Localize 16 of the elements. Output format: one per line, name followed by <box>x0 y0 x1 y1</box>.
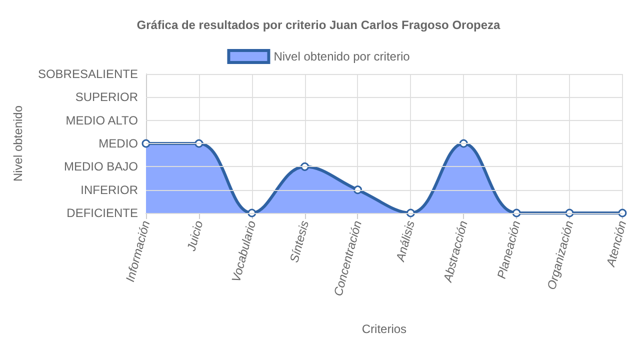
point <box>142 139 150 148</box>
x-tick-label: Análisis <box>392 219 418 264</box>
ref-line-label: MEDIO BAJO <box>64 159 138 174</box>
chart-title: Gráfica de resultados por criterio Juan Carlos Fragoso Oropeza <box>136 18 501 32</box>
ref-line-label: SOBRESALIENTE <box>38 67 138 81</box>
legend-label: Nivel obtenido por criterio <box>274 50 410 64</box>
x-tick-label: Juicio <box>184 218 206 254</box>
ref-line-label: MEDIO <box>98 136 138 150</box>
ref-line-label: MEDIO ALTO <box>66 114 138 128</box>
ref-line-label: DEFICIENTE <box>66 206 138 220</box>
x-tick-label: Atención <box>603 218 630 269</box>
ref-line-label: SUPERIOR <box>75 90 138 104</box>
x-tick-label: Síntesis <box>286 219 312 264</box>
x-axis-title: Criterios <box>362 322 407 336</box>
text: Nivel obtenido <box>11 105 25 182</box>
ref-line-label: INFERIOR <box>80 183 138 198</box>
